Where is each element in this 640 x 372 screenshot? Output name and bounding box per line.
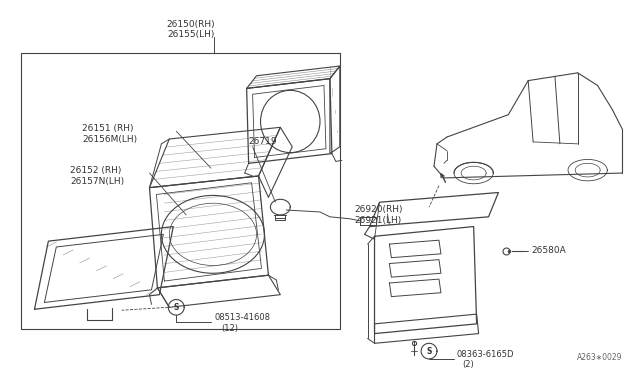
Text: 26921(LH): 26921(LH) [355, 216, 402, 225]
Text: 26151 (RH): 26151 (RH) [82, 124, 134, 134]
Text: 26157N(LH): 26157N(LH) [70, 177, 124, 186]
Text: 08363-6165D: 08363-6165D [457, 350, 515, 359]
Text: 26150(RH): 26150(RH) [167, 20, 216, 29]
Text: (12): (12) [221, 324, 238, 333]
Text: 26580A: 26580A [531, 246, 566, 255]
Text: S: S [426, 347, 432, 356]
Text: A263∗0029: A263∗0029 [577, 353, 622, 362]
Text: 26156M(LH): 26156M(LH) [82, 135, 137, 144]
Text: (2): (2) [461, 360, 474, 369]
Text: 26719: 26719 [248, 137, 277, 146]
Text: 26152 (RH): 26152 (RH) [70, 166, 122, 175]
Text: 26920(RH): 26920(RH) [355, 205, 403, 214]
Text: S: S [173, 303, 179, 312]
Text: 26155(LH): 26155(LH) [168, 30, 215, 39]
Text: 08513-41608: 08513-41608 [215, 312, 271, 321]
